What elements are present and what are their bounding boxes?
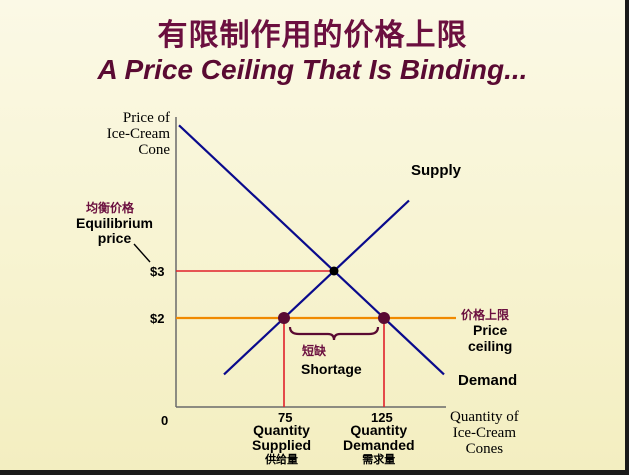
quantity-supplied-chinese: 供给量 [265, 454, 299, 466]
quantity-demanded-point [378, 312, 390, 324]
equilibrium-label-line: Equilibrium [76, 215, 153, 231]
x-axis-label-line: Cones [465, 441, 504, 457]
x-tick-label-75: 75 [278, 410, 293, 425]
quantity-supplied-point [278, 312, 290, 324]
price-ceiling-label: Price ceiling [468, 322, 512, 354]
y-tick-label-3: $3 [150, 264, 165, 279]
supply-curve [223, 199, 410, 376]
shortage-label: Shortage [301, 361, 362, 377]
x-tick-label-125: 125 [371, 410, 393, 425]
x-axis-label-line: Quantity of [450, 409, 519, 425]
price-ceiling-label-line: Price [473, 322, 508, 338]
quantity-supplied-line: Supplied [252, 437, 312, 453]
x-axis-label: Quantity of Ice-Cream Cones [450, 409, 519, 457]
shortage-label-chinese: 短缺 [302, 344, 327, 358]
equilibrium-label-chinese: 均衡价格 [86, 201, 135, 215]
supply-curve-label: Supply [411, 162, 462, 179]
equilibrium-point [329, 266, 339, 276]
quantity-supplied-label: Quantity Supplied 供给量 [252, 423, 311, 468]
y-axis-label-line: Ice-Cream [106, 126, 170, 142]
frame-edge-right [625, 0, 629, 475]
title-chinese: 有限制作用的价格上限 [157, 18, 468, 53]
x-axis-label-line: Ice-Cream [452, 425, 517, 441]
quantity-demanded-chinese: 需求量 [362, 454, 396, 466]
y-axis-label-line: Price of [122, 110, 170, 126]
y-tick-label-2: $2 [150, 311, 165, 326]
demand-curve [178, 124, 445, 376]
price-ceiling-label-chinese: 价格上限 [461, 308, 510, 322]
frame-edge-bottom [0, 470, 629, 475]
quantity-supplied-line: Quantity [253, 422, 310, 438]
quantity-demanded-line: Demanded [343, 437, 415, 453]
title-english: A Price Ceiling That Is Binding... [97, 54, 528, 85]
shortage-brace [288, 326, 380, 341]
equilibrium-label-pointer [133, 243, 151, 263]
quantity-demanded-line: Quantity [350, 422, 408, 438]
y-axis-label-line: Cone [138, 142, 170, 158]
equilibrium-label-line: price [97, 230, 132, 246]
demand-curve-label: Demand [458, 372, 518, 389]
quantity-demanded-label: Quantity Demanded 需求量 [343, 423, 415, 468]
y-axis-label: Price of Ice-Cream Cone [107, 110, 170, 158]
price-ceiling-label-line: ceiling [468, 338, 513, 354]
equilibrium-price-label: Equilibrium price [76, 216, 153, 246]
origin-label: 0 [161, 413, 169, 428]
